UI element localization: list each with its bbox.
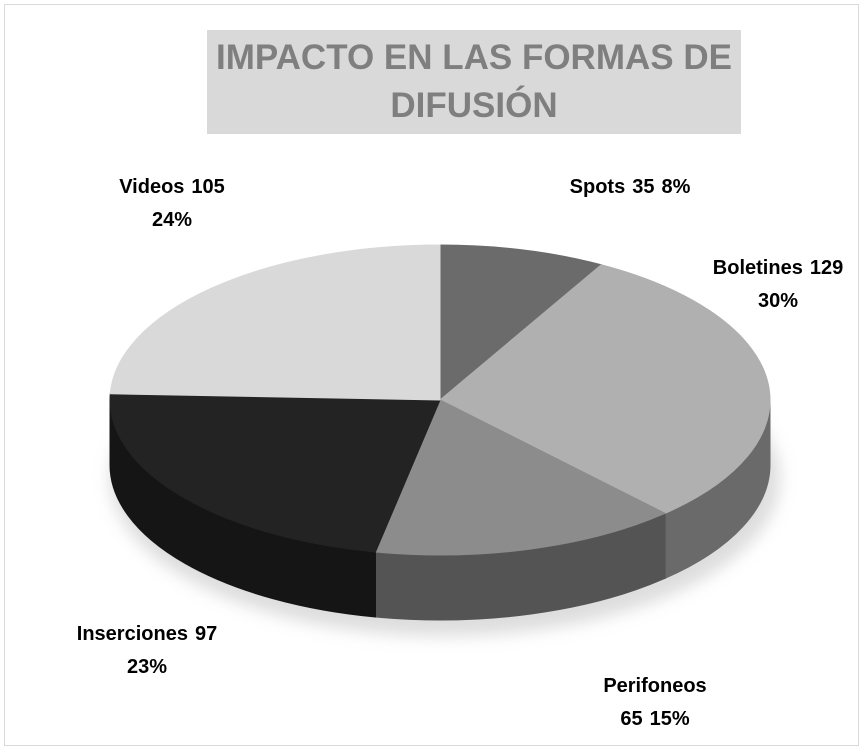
slice — [109, 244, 441, 401]
data-label-part: 129 — [810, 257, 843, 279]
data-label: Spots 35 8% — [570, 176, 691, 198]
slice — [374, 399, 667, 556]
slice — [109, 393, 441, 553]
data-label-part: 23% — [127, 656, 167, 678]
data-label-part: 8% — [661, 176, 690, 198]
data-label-part: Spots — [570, 176, 626, 198]
data-label-part: Perifoneos — [603, 675, 706, 697]
data-label: 23% — [127, 656, 167, 678]
data-label: Perifoneos — [603, 675, 706, 697]
data-label-part: 97 — [195, 623, 217, 645]
data-label: 24% — [152, 209, 192, 231]
data-label: Inserciones 97 — [77, 623, 217, 645]
data-label-part: 24% — [152, 209, 192, 231]
data-label-part: 35 — [632, 176, 654, 198]
data-label-part: 65 — [620, 708, 642, 730]
data-label: 65 15% — [620, 708, 689, 730]
data-label-part: 105 — [191, 176, 224, 198]
data-label-part: Inserciones — [77, 623, 188, 645]
data-label: 30% — [758, 290, 798, 312]
data-label-part: Boletines — [713, 257, 803, 279]
chart-border — [4, 4, 859, 746]
data-label-part: 30% — [758, 290, 798, 312]
chart-title: IMPACTO EN LAS FORMAS DE DIFUSIÓN — [207, 30, 741, 134]
data-label: Boletines 129 — [713, 257, 843, 279]
data-label-part: Videos — [119, 176, 184, 198]
data-label-part: 15% — [650, 708, 690, 730]
slice — [439, 264, 771, 514]
data-label: Videos 105 — [119, 176, 225, 198]
slice — [439, 244, 603, 402]
